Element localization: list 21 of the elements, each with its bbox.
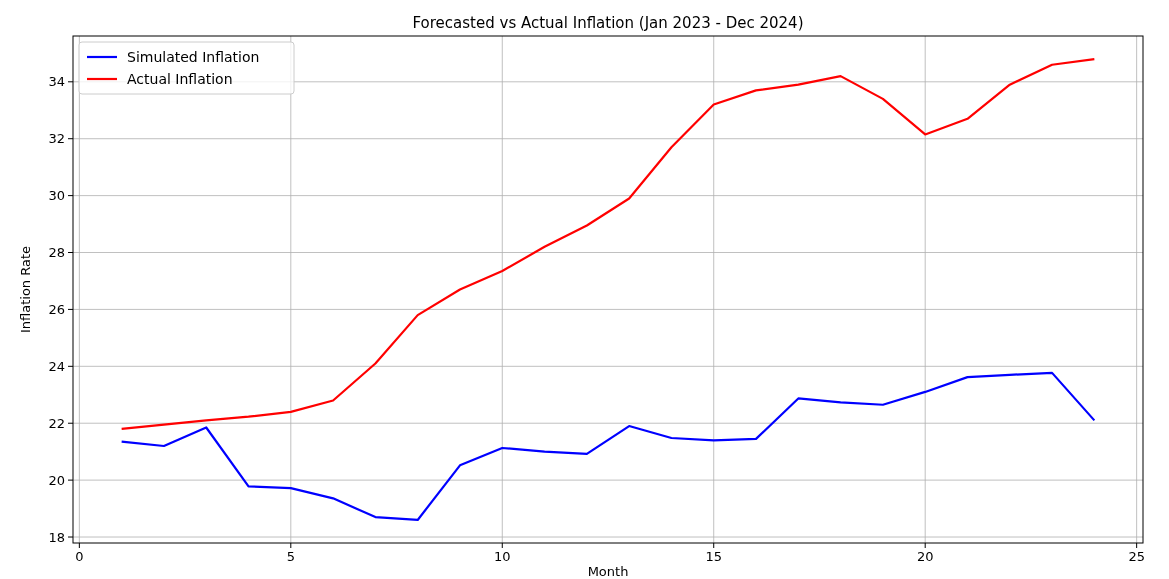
line-series: [120, 371, 1096, 522]
y-tick-label: 24: [48, 358, 65, 374]
x-tick-label: 15: [705, 549, 722, 564]
x-tick-label: 10: [494, 549, 511, 564]
y-tick-label: 28: [48, 245, 65, 261]
chart-title: Forecasted vs Actual Inflation (Jan 2023 - Dec 2024): [412, 14, 804, 32]
y-tick-label: 30: [48, 188, 65, 204]
x-tick-label: 20: [916, 549, 934, 564]
y-tick-label: 18: [48, 529, 65, 545]
x-axis-title: Month: [587, 564, 629, 579]
y-tick-label: 20: [48, 472, 65, 488]
x-tick-label: 5: [286, 549, 295, 564]
x-tick-label: 25: [1128, 549, 1145, 564]
legend-label: Simulated Inflation: [127, 49, 260, 65]
x-tick-label: 0: [75, 549, 84, 564]
y-tick-label: 32: [48, 131, 65, 147]
y-tick-label: 34: [48, 74, 65, 90]
y-axis-title: Inflation Rate: [18, 245, 33, 334]
y-tick-label: 22: [48, 415, 65, 431]
y-tick-label: 26: [48, 301, 65, 317]
legend-label: Actual Inflation: [127, 71, 233, 87]
